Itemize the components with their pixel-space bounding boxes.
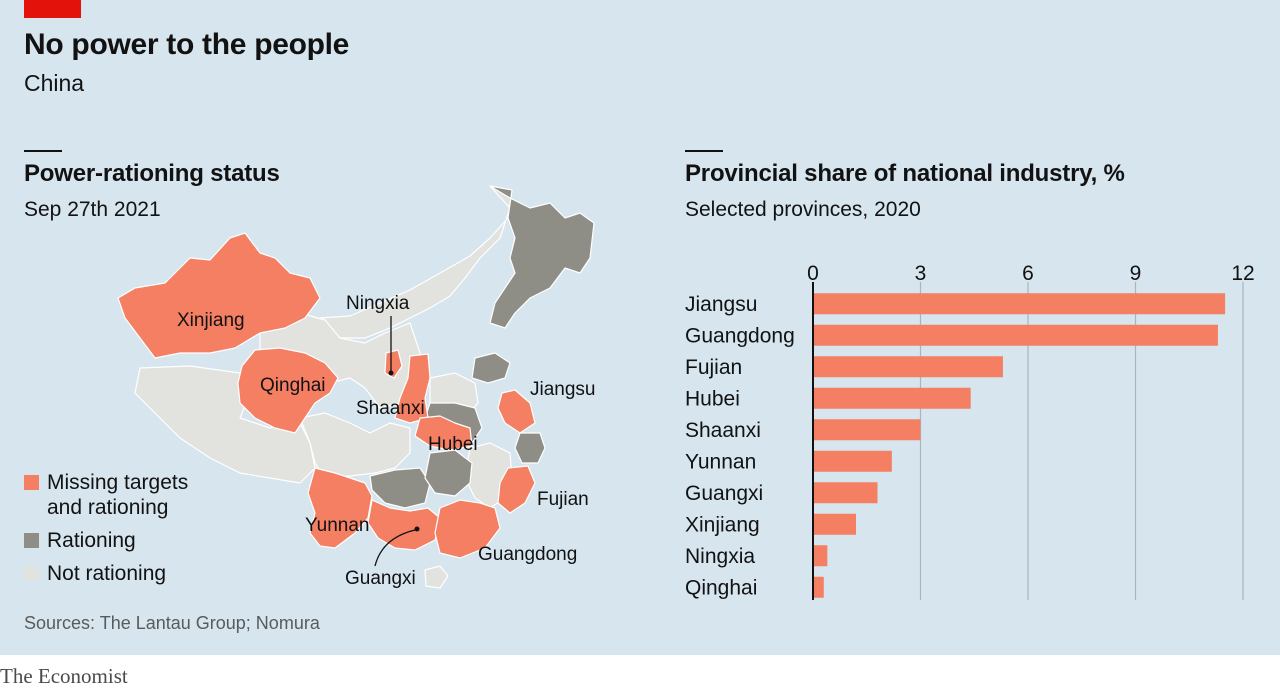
region-northeast [489, 185, 595, 329]
label-hubei: Hubei [428, 434, 478, 455]
bar-qinghai [813, 576, 824, 598]
region-guizhou [369, 467, 431, 509]
category-label-xinjiang: Xinjiang [685, 513, 760, 536]
x-tick-label-3: 9 [1130, 262, 1142, 285]
region-sichuan [299, 412, 411, 479]
page-subtitle: China [24, 70, 85, 96]
x-tick-label-1: 3 [915, 262, 927, 285]
map-subtitle: Sep 27th 2021 [24, 198, 161, 221]
source-note: Sources: The Lantau Group; Nomura [24, 613, 320, 633]
label-guangxi: Guangxi [345, 568, 416, 589]
region-hubei [414, 415, 473, 451]
x-tick-label-2: 6 [1022, 262, 1034, 285]
map-legend: Missing targets and rationing Rationing … [24, 470, 188, 594]
legend-swatch-not-rationing [24, 566, 39, 581]
region-qinghai [237, 347, 339, 434]
brand-tag [24, 0, 81, 18]
region-zhejiang [514, 432, 546, 464]
bar-hubei [813, 387, 971, 409]
legend-swatch-rationing [24, 533, 39, 548]
bar-fujian [813, 356, 1003, 378]
region-guangxi [367, 499, 441, 551]
bar-ningxia [813, 545, 828, 567]
label-jiangsu: Jiangsu [530, 379, 596, 400]
legend-label-missing: Missing targets and rationing [47, 471, 189, 519]
category-label-shaanxi: Shaanxi [685, 419, 761, 442]
publisher-footer: The Economist [0, 664, 128, 688]
legend-label-rationing: Rationing [47, 529, 136, 552]
page-title: No power to the people [24, 28, 350, 61]
region-jiangsu [497, 389, 536, 434]
bar-yunnan [813, 450, 892, 472]
bar-xinjiang [813, 513, 856, 535]
category-label-guangdong: Guangdong [685, 324, 795, 347]
label-qinghai: Qinghai [260, 375, 326, 396]
category-label-guangxi: Guangxi [685, 482, 763, 505]
region-xinjiang [117, 232, 321, 359]
label-yunnan: Yunnan [305, 515, 369, 536]
chart-section-rule [685, 150, 723, 152]
region-north [309, 185, 513, 339]
category-label-qinghai: Qinghai [685, 576, 757, 599]
category-label-jiangsu: Jiangsu [685, 293, 757, 316]
category-label-fujian: Fujian [685, 356, 742, 379]
x-tick-label-0: 0 [807, 262, 819, 285]
label-fujian: Fujian [537, 489, 589, 510]
chart-subtitle: Selected provinces, 2020 [685, 198, 921, 221]
guangxi-marker [414, 526, 420, 532]
region-ningxia [384, 349, 403, 379]
category-label-yunnan: Yunnan [685, 450, 756, 473]
map-title: Power-rationing status [24, 160, 280, 187]
x-tick-label-4: 12 [1231, 262, 1254, 285]
bar-guangxi [813, 482, 878, 504]
region-shandong [471, 352, 511, 384]
category-label-hubei: Hubei [685, 387, 740, 410]
bar-jiangsu [813, 293, 1226, 315]
bar-shaanxi [813, 419, 921, 441]
legend-label-not-rationing: Not rationing [47, 562, 167, 585]
ningxia-marker [388, 370, 394, 376]
china-map: Xinjiang Qinghai Ningxia Shaanxi Hubei J… [117, 185, 596, 589]
label-shaanxi: Shaanxi [356, 398, 425, 419]
legend-item-rationing: Rationing [24, 528, 188, 553]
legend-item-missing: Missing targets and rationing [24, 470, 188, 520]
label-xinjiang: Xinjiang [177, 310, 245, 331]
chart-panel: No power to the people China Power-ratio… [0, 0, 1280, 655]
chart-title: Provincial share of national industry, % [685, 160, 1125, 187]
legend-item-not-rationing: Not rationing [24, 561, 188, 586]
region-fujian [497, 465, 536, 514]
region-hainan [424, 565, 449, 589]
guangxi-leader-line [374, 529, 416, 567]
category-label-ningxia: Ningxia [685, 545, 755, 568]
bar-chart: 0 3 6 9 12 Jiangsu Guangdong Fujian Hubei Shaanxi… [685, 262, 1255, 600]
region-guangdong [434, 499, 501, 559]
label-guangdong: Guangdong [478, 544, 577, 565]
region-yunnan [307, 467, 373, 549]
map-section-rule [24, 150, 62, 152]
bar-guangdong [813, 324, 1218, 346]
label-ningxia: Ningxia [346, 293, 410, 314]
legend-swatch-missing [24, 475, 39, 490]
region-hunan [424, 449, 473, 497]
